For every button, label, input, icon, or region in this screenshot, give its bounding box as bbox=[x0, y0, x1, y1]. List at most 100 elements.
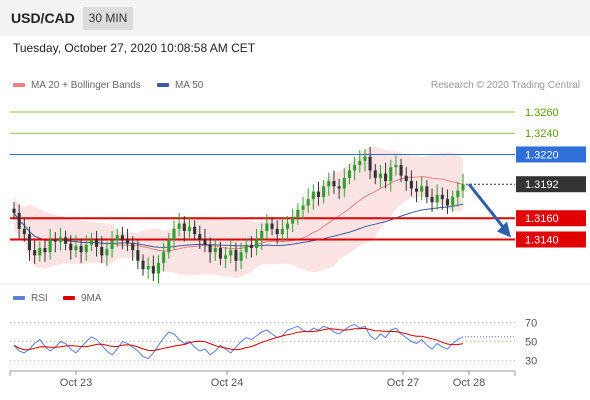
candle-body-32 bbox=[177, 223, 181, 229]
candle-body-52 bbox=[280, 228, 284, 235]
candle-body-2 bbox=[22, 228, 26, 235]
candle-body-17 bbox=[100, 246, 104, 256]
candle-body-53 bbox=[285, 223, 290, 229]
candle-body-26 bbox=[146, 266, 150, 270]
candle-body-59 bbox=[316, 191, 321, 197]
legend-ma20: MA 20 + Bollinger Bands bbox=[13, 80, 141, 91]
candle-body-28 bbox=[156, 262, 161, 274]
forecast-arrow-head bbox=[497, 221, 511, 238]
candle-body-34 bbox=[187, 226, 192, 231]
candle-body-51 bbox=[275, 228, 279, 235]
candle-body-35 bbox=[193, 226, 197, 235]
candle-body-83 bbox=[440, 194, 444, 200]
candle-body-75 bbox=[399, 165, 403, 176]
level-label-bg-4 bbox=[516, 210, 586, 227]
candle-body-37 bbox=[203, 239, 207, 245]
candle-body-16 bbox=[95, 239, 99, 247]
candle-body-58 bbox=[311, 191, 315, 200]
candle-body-1 bbox=[17, 212, 21, 229]
symbol-title: USD/CAD bbox=[11, 10, 75, 26]
candle-body-29 bbox=[162, 252, 166, 263]
candle-body-44 bbox=[239, 252, 243, 261]
candle-body-62 bbox=[332, 181, 336, 187]
ma20-swatch bbox=[13, 83, 25, 88]
candle-body-77 bbox=[409, 181, 413, 189]
candle-body-8 bbox=[53, 239, 57, 242]
candle-body-43 bbox=[234, 250, 238, 261]
candle-body-24 bbox=[136, 250, 140, 261]
top-bar: USD/CAD 30 MIN bbox=[0, 0, 590, 36]
candle-body-10 bbox=[64, 237, 68, 244]
candle-body-56 bbox=[301, 205, 305, 210]
legend-rsi: RSI bbox=[13, 293, 48, 304]
candle-body-47 bbox=[255, 239, 259, 248]
candle-body-4 bbox=[33, 250, 37, 256]
candle-body-70 bbox=[373, 170, 377, 178]
candle-body-41 bbox=[224, 255, 228, 259]
level-label-4: 1.3160 bbox=[525, 213, 559, 225]
candle-body-60 bbox=[322, 186, 326, 197]
candle-body-42 bbox=[229, 250, 233, 256]
candle-body-49 bbox=[265, 223, 269, 231]
timeframe-button[interactable]: 30 MIN bbox=[83, 7, 133, 30]
candle-body-39 bbox=[213, 247, 217, 253]
legend-ma20-label: MA 20 + Bollinger Bands bbox=[31, 80, 141, 91]
legend-9ma: 9MA bbox=[63, 293, 102, 304]
level-label-5: 1.3140 bbox=[525, 234, 559, 246]
candle-body-79 bbox=[420, 186, 424, 192]
candle-body-74 bbox=[394, 165, 398, 168]
candle-body-71 bbox=[378, 173, 382, 178]
candle-body-85 bbox=[451, 196, 455, 206]
level-label-1: 1.3240 bbox=[525, 128, 559, 140]
candle-body-33 bbox=[182, 223, 186, 231]
rsi-swatch bbox=[13, 296, 25, 301]
candle-body-9 bbox=[58, 237, 62, 242]
credit-text: Research © 2020 Trading Central bbox=[430, 80, 580, 91]
x-tick-label-2: Oct 27 bbox=[387, 377, 419, 389]
candle-body-38 bbox=[208, 244, 212, 253]
candle-body-78 bbox=[415, 188, 419, 192]
legend-rsi-label: RSI bbox=[31, 293, 48, 304]
level-label-3: 1.3192 bbox=[525, 179, 559, 191]
candle-body-54 bbox=[291, 218, 295, 224]
candle-body-67 bbox=[358, 160, 362, 166]
candle-body-61 bbox=[327, 181, 331, 187]
level-label-0: 1.3260 bbox=[525, 107, 559, 119]
legend-ma50-label: MA 50 bbox=[175, 80, 204, 91]
candle-body-50 bbox=[270, 223, 274, 229]
candle-body-25 bbox=[141, 260, 145, 270]
forecast-arrow-shaft bbox=[467, 183, 507, 231]
candle-body-22 bbox=[125, 239, 130, 244]
rsi-ma9-line bbox=[13, 327, 464, 352]
rsi-level-label-0: 70 bbox=[525, 318, 537, 330]
candle-body-46 bbox=[249, 244, 253, 248]
rsi-line bbox=[13, 323, 464, 360]
candle-body-3 bbox=[27, 234, 32, 251]
ma50-line bbox=[13, 203, 464, 248]
candle-body-7 bbox=[48, 239, 52, 253]
candle-body-72 bbox=[384, 173, 388, 182]
level-label-bg-2 bbox=[516, 146, 586, 163]
level-label-bg-5 bbox=[516, 231, 586, 248]
candle-body-0 bbox=[12, 208, 16, 213]
candle-body-14 bbox=[84, 244, 88, 253]
candle-body-81 bbox=[430, 196, 434, 203]
candle-body-84 bbox=[445, 199, 450, 206]
candle-body-86 bbox=[456, 190, 460, 197]
candle-body-69 bbox=[368, 156, 372, 171]
candle-body-55 bbox=[296, 209, 300, 219]
candle-body-80 bbox=[425, 186, 429, 197]
candle-body-21 bbox=[120, 235, 124, 240]
candle-body-19 bbox=[110, 240, 114, 250]
rsi-level-label-2: 30 bbox=[525, 356, 537, 368]
candle-body-15 bbox=[89, 239, 93, 245]
candle-body-18 bbox=[105, 249, 109, 256]
candle-body-6 bbox=[43, 247, 47, 253]
candle-body-23 bbox=[131, 243, 135, 251]
candle-body-87 bbox=[461, 184, 465, 191]
candle-body-20 bbox=[115, 235, 119, 241]
ma50-swatch bbox=[157, 83, 169, 88]
candle-body-73 bbox=[389, 167, 393, 182]
candle-body-27 bbox=[151, 266, 155, 274]
